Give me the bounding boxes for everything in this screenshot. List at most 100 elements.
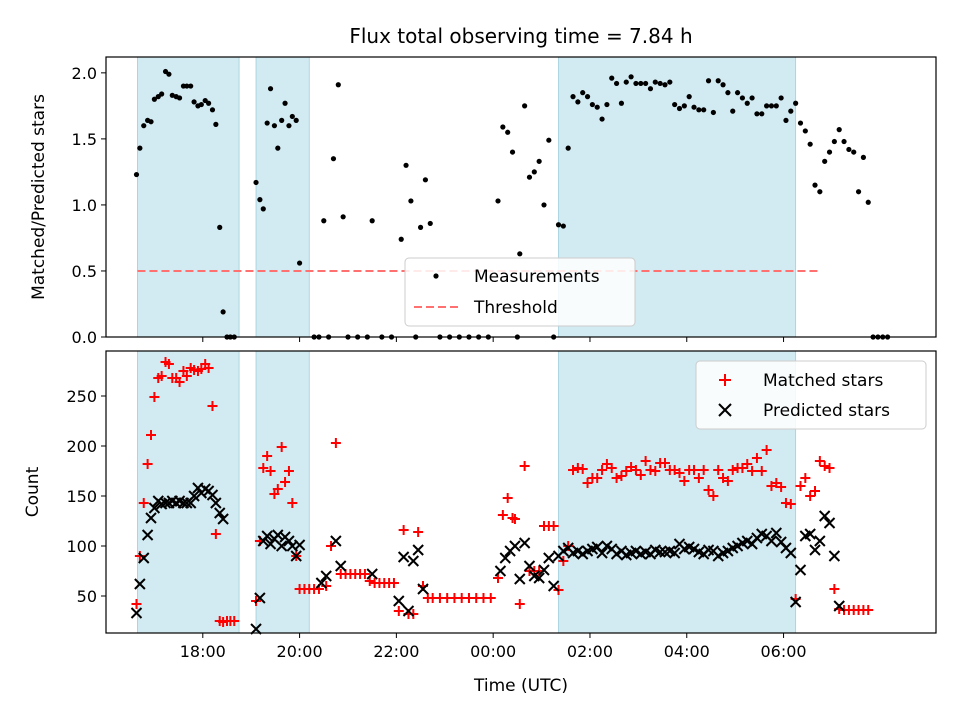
- measurement-point: [851, 149, 857, 155]
- predicted-star-point: [148, 502, 161, 514]
- predicted-star-point: [188, 490, 200, 502]
- predicted-star-point: [283, 535, 295, 547]
- measurement-point: [321, 218, 327, 224]
- matched-star-point: [727, 465, 738, 475]
- matched-star-point: [514, 599, 525, 609]
- matched-star-point: [800, 473, 811, 483]
- matched-star-point: [679, 476, 690, 486]
- measurement-point: [739, 95, 746, 101]
- measurement-point: [618, 100, 625, 106]
- measurement-point: [137, 145, 143, 151]
- predicted-star-point: [184, 497, 197, 509]
- top-y-tick-label: 1.0: [72, 196, 97, 215]
- matched-star-point: [156, 371, 167, 381]
- predicted-star-point: [412, 544, 424, 556]
- predicted-star-point: [809, 544, 821, 556]
- bottom-shade-0: [137, 350, 240, 634]
- matched-star-point: [502, 493, 513, 503]
- predicted-star-point: [770, 527, 782, 539]
- measurement-point: [148, 119, 154, 125]
- bottom-legend: Matched stars Predicted stars: [695, 360, 927, 430]
- matched-star-point: [280, 477, 291, 487]
- predicted-star-point: [514, 573, 526, 585]
- measurement-point: [133, 171, 140, 178]
- measurement-point: [522, 103, 528, 109]
- matched-star-point: [814, 456, 825, 466]
- predicted-star-point: [668, 547, 681, 559]
- bottom-x-tick-label: 06:00: [760, 642, 806, 661]
- measurement-point: [584, 94, 591, 100]
- measurement-point: [793, 100, 799, 106]
- matched-star-point: [321, 581, 332, 591]
- matched-star-point: [742, 459, 753, 469]
- measurement-point: [802, 128, 808, 134]
- measurement-point: [734, 90, 741, 96]
- matched-star-point: [181, 371, 192, 381]
- predicted-star-point: [833, 600, 845, 612]
- measurement-point: [264, 120, 270, 126]
- measurement-point: [422, 177, 429, 183]
- measurement-point: [296, 260, 303, 266]
- measurement-point: [720, 82, 726, 88]
- predicted-star-point: [804, 528, 816, 540]
- predicted-star-point: [547, 580, 560, 592]
- predicted-star-point: [789, 596, 802, 608]
- legend-threshold-label: Threshold: [473, 298, 558, 318]
- predicted-star-point: [814, 535, 826, 547]
- measurement-point: [652, 79, 658, 85]
- predicted-star-point: [794, 564, 807, 576]
- predicted-star-point: [159, 497, 172, 509]
- bottom-y-tick-label: 200: [66, 437, 97, 456]
- predicted-star-point: [206, 489, 219, 501]
- matched-star-point: [810, 486, 821, 496]
- measurement-point: [166, 71, 172, 77]
- matched-star-point: [272, 484, 283, 494]
- matched-star-point: [408, 609, 419, 619]
- top-panel: 0.00.51.01.52.0 Matched/Predicted stars …: [29, 56, 937, 347]
- predicted-star-point: [290, 550, 302, 562]
- matched-star-point: [650, 466, 661, 476]
- measurement-point: [286, 123, 292, 129]
- measurement-point: [427, 220, 433, 227]
- measurement-point: [865, 199, 871, 205]
- matched-star-point: [393, 606, 404, 616]
- matched-star-point: [776, 482, 787, 492]
- matched-star-point: [568, 465, 579, 475]
- legend-predicted-marker: [718, 403, 732, 417]
- top-shade-0: [137, 56, 240, 338]
- predicted-star-point: [335, 560, 347, 572]
- matched-star-point: [207, 401, 218, 411]
- measurement-point: [589, 101, 595, 108]
- predicted-star-point: [250, 623, 262, 635]
- measurement-point: [546, 137, 552, 143]
- measurement-point: [783, 117, 789, 123]
- predicted-star-point: [523, 560, 536, 572]
- measurement-point: [220, 309, 226, 315]
- top-axes-frame: [105, 56, 937, 338]
- measurement-point: [831, 138, 837, 145]
- matched-star-point: [756, 466, 767, 476]
- measurement-point: [647, 86, 654, 92]
- measurement-point: [638, 80, 644, 87]
- top-x-ticks: [202, 337, 785, 342]
- measurement-point: [812, 182, 818, 188]
- legend-measurements-label: Measurements: [474, 267, 600, 287]
- matched-star-point: [519, 461, 530, 471]
- measurement-point: [580, 90, 586, 96]
- legend-matched-label: Matched stars: [763, 371, 883, 391]
- matched-star-point: [210, 529, 221, 539]
- measurement-point: [279, 117, 285, 123]
- matched-star-point: [203, 363, 214, 373]
- bottom-x-ticks: 18:00 20:00 22:00 00:00 02:00 04:00 06:00: [180, 633, 807, 661]
- predicted-star-point: [138, 552, 150, 564]
- bottom-panel: 50 100 150 200 250 18:00 20:00 22:00 00:00 02:00…: [23, 350, 937, 696]
- matched-star-point: [674, 468, 685, 478]
- measurement-point: [536, 158, 542, 164]
- bottom-y-tick-label: 50: [77, 587, 97, 606]
- measurement-point: [773, 103, 779, 109]
- measurement-point: [609, 75, 615, 81]
- predicted-star-point: [765, 535, 778, 547]
- matched-star-point: [616, 471, 627, 481]
- matched-star-point: [142, 459, 153, 469]
- measurement-point: [594, 104, 600, 110]
